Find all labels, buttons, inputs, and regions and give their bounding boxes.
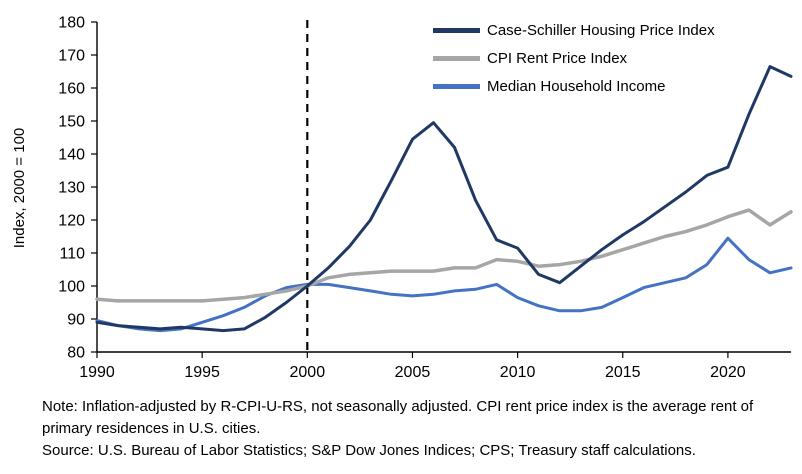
legend-label: Case-Schiller Housing Price Index	[487, 21, 715, 39]
legend-item: Median Household Income	[433, 72, 715, 100]
legend-swatch	[433, 55, 480, 61]
x-tick-label: 2020	[710, 364, 746, 381]
chart-footnotes: Note: Inflation-adjusted by R-CPI-U-RS, …	[42, 396, 790, 461]
source-text: Source: U.S. Bureau of Labor Statistics;…	[42, 441, 696, 459]
legend-item: CPI Rent Price Index	[433, 44, 715, 72]
legend-item: Case-Schiller Housing Price Index	[433, 16, 715, 44]
x-tick-label: 2015	[605, 364, 641, 381]
y-tick-label: 140	[58, 147, 85, 164]
y-tick-label: 170	[58, 48, 85, 65]
legend-label: Median Household Income	[487, 77, 666, 95]
y-tick-label: 100	[58, 279, 85, 296]
y-tick-label: 150	[58, 114, 85, 131]
legend-label: CPI Rent Price Index	[487, 49, 628, 67]
legend-swatch	[433, 27, 480, 33]
x-tick-label: 2005	[395, 364, 431, 381]
x-tick-label: 2010	[500, 364, 536, 381]
series-line-1	[95, 208, 793, 303]
y-axis-title: Index, 2000 = 100	[11, 127, 28, 249]
legend-swatch	[433, 83, 480, 89]
series-line-0	[95, 65, 793, 333]
y-tick-label: 110	[59, 246, 85, 263]
x-tick-label: 1990	[79, 364, 115, 381]
chart-canvas: 80 90 100 110 120 130 140 150 160 170 180 1990 1995 2…	[58, 15, 793, 381]
y-tick-label: 130	[58, 180, 85, 197]
series-line-2	[95, 236, 793, 333]
y-tick-label: 80	[67, 345, 85, 362]
chart-legend: Case-Schiller Housing Price Index CPI Ren…	[433, 16, 715, 100]
y-tick-label: 160	[58, 81, 85, 98]
y-tick-label: 180	[58, 15, 85, 32]
x-tick-label: 1995	[184, 364, 220, 381]
y-tick-label: 90	[67, 312, 85, 329]
x-tick-label: 2000	[290, 364, 326, 381]
y-tick-label: 120	[58, 213, 85, 230]
note-text: Note: Inflation-adjusted by R-CPI-U-RS, …	[42, 398, 754, 437]
